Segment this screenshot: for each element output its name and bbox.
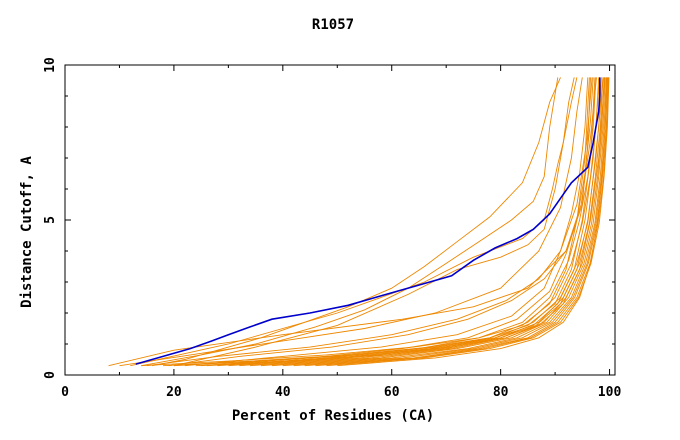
highlight-layer bbox=[135, 77, 601, 365]
series-line-m1 bbox=[108, 77, 591, 367]
series-line-m5 bbox=[173, 77, 578, 367]
x-tick-label: 60 bbox=[384, 385, 400, 400]
y-tick-label: 5 bbox=[43, 216, 58, 224]
series-line-m26 bbox=[168, 77, 597, 367]
series-layer bbox=[108, 77, 610, 367]
series-line-m23 bbox=[195, 77, 604, 367]
series-line-m4 bbox=[152, 77, 561, 367]
highlight-series-line bbox=[135, 77, 601, 365]
series-line-m20 bbox=[141, 77, 590, 367]
series-line-m6 bbox=[119, 77, 583, 367]
series-line-m25 bbox=[146, 77, 593, 367]
series-line-m7 bbox=[184, 77, 589, 367]
x-tick-label: 40 bbox=[275, 385, 291, 400]
series-line-m22 bbox=[173, 77, 601, 367]
y-tick-label: 10 bbox=[43, 57, 58, 73]
series-line-m24 bbox=[206, 77, 606, 367]
x-tick-label: 20 bbox=[166, 385, 182, 400]
x-tick-label: 100 bbox=[598, 385, 622, 400]
series-line-m2 bbox=[141, 77, 559, 367]
tick-layer: 0 20 40 60 80 100 0 5 10 bbox=[43, 57, 621, 400]
y-tick-label: 0 bbox=[43, 371, 58, 379]
series-line-m10 bbox=[228, 77, 600, 367]
series-line-m14 bbox=[271, 77, 606, 367]
series-line-m15 bbox=[282, 77, 607, 367]
series-line-m19 bbox=[326, 77, 610, 367]
series-line-m21 bbox=[162, 77, 596, 367]
y-axis-label: Distance Cutoff, A bbox=[19, 156, 35, 308]
series-line-m8 bbox=[201, 77, 594, 367]
x-axis-label: Percent of Residues (CA) bbox=[232, 408, 434, 424]
x-tick-label: 80 bbox=[493, 385, 509, 400]
series-line-m17 bbox=[304, 77, 609, 367]
chart-title: R1057 bbox=[312, 17, 354, 33]
x-tick-label: 0 bbox=[61, 385, 69, 400]
series-line-m27 bbox=[337, 77, 608, 367]
series-line-m18 bbox=[315, 77, 609, 367]
